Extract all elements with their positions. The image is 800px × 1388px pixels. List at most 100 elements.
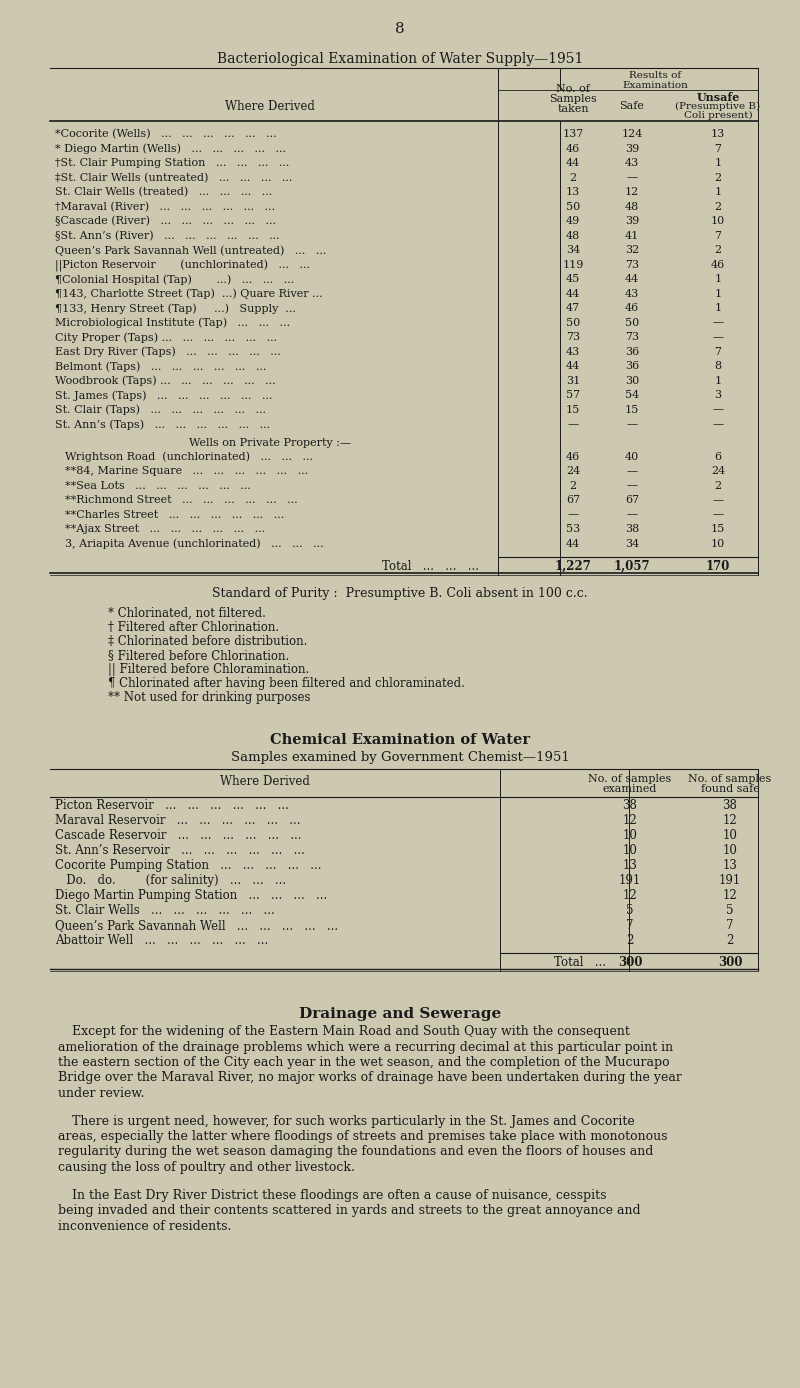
Text: Belmont (Taps)   ...   ...   ...   ...   ...   ...: Belmont (Taps) ... ... ... ... ... ...	[55, 361, 266, 372]
Text: 57: 57	[566, 390, 580, 400]
Text: 8: 8	[714, 361, 722, 371]
Text: 300: 300	[718, 956, 742, 969]
Text: 34: 34	[625, 539, 639, 548]
Text: being invaded and their contents scattered in yards and streets to the great ann: being invaded and their contents scatter…	[58, 1203, 641, 1217]
Text: Unsafe: Unsafe	[696, 92, 740, 103]
Text: 30: 30	[625, 376, 639, 386]
Text: 15: 15	[566, 404, 580, 415]
Text: 12: 12	[625, 187, 639, 197]
Text: 10: 10	[711, 539, 725, 548]
Text: 67: 67	[566, 496, 580, 505]
Text: 49: 49	[566, 217, 580, 226]
Text: 73: 73	[625, 332, 639, 341]
Text: 7: 7	[626, 919, 634, 931]
Text: —: —	[713, 318, 723, 328]
Text: 6: 6	[714, 451, 722, 461]
Text: 50: 50	[625, 318, 639, 328]
Text: 12: 12	[622, 888, 638, 902]
Text: †St. Clair Pumping Station   ...   ...   ...   ...: †St. Clair Pumping Station ... ... ... .…	[55, 158, 290, 168]
Text: 1,227: 1,227	[554, 559, 591, 573]
Text: taken: taken	[557, 104, 589, 114]
Text: 41: 41	[625, 230, 639, 240]
Text: 43: 43	[566, 347, 580, 357]
Text: 67: 67	[625, 496, 639, 505]
Text: 15: 15	[711, 525, 725, 534]
Text: 54: 54	[625, 390, 639, 400]
Text: St. Ann’s Reservoir   ...   ...   ...   ...   ...   ...: St. Ann’s Reservoir ... ... ... ... ... …	[55, 844, 305, 856]
Text: **Sea Lots   ...   ...   ...   ...   ...   ...: **Sea Lots ... ... ... ... ... ...	[65, 480, 250, 490]
Text: 48: 48	[566, 230, 580, 240]
Text: areas, especially the latter where floodings of streets and premises take place : areas, especially the latter where flood…	[58, 1130, 667, 1142]
Text: 13: 13	[711, 129, 725, 139]
Text: Maraval Reservoir   ...   ...   ...   ...   ...   ...: Maraval Reservoir ... ... ... ... ... ..…	[55, 813, 301, 827]
Text: 1: 1	[714, 303, 722, 314]
Text: 13: 13	[722, 859, 738, 872]
Text: 7: 7	[714, 143, 722, 154]
Text: ¶ Chlorinated after having been filtered and chloraminated.: ¶ Chlorinated after having been filtered…	[108, 677, 465, 690]
Text: 2: 2	[714, 172, 722, 182]
Text: 2: 2	[714, 246, 722, 255]
Text: Queen’s Park Savannah Well   ...   ...   ...   ...   ...: Queen’s Park Savannah Well ... ... ... .…	[55, 919, 338, 931]
Text: 1: 1	[714, 187, 722, 197]
Text: Picton Reservoir   ...   ...   ...   ...   ...   ...: Picton Reservoir ... ... ... ... ... ...	[55, 799, 289, 812]
Text: 7: 7	[714, 230, 722, 240]
Text: regularity during the wet season damaging the foundations and even the floors of: regularity during the wet season damagin…	[58, 1145, 654, 1159]
Text: **Ajax Street   ...   ...   ...   ...   ...   ...: **Ajax Street ... ... ... ... ... ...	[65, 525, 265, 534]
Text: †Maraval (River)   ...   ...   ...   ...   ...   ...: †Maraval (River) ... ... ... ... ... ...	[55, 201, 275, 212]
Text: 8: 8	[395, 22, 405, 36]
Text: 48: 48	[625, 201, 639, 211]
Text: There is urgent need, however, for such works particularly in the St. James and : There is urgent need, however, for such …	[72, 1115, 634, 1127]
Text: Chemical Examination of Water: Chemical Examination of Water	[270, 733, 530, 747]
Text: 15: 15	[625, 404, 639, 415]
Text: 73: 73	[566, 332, 580, 341]
Text: Drainage and Sewerage: Drainage and Sewerage	[299, 1008, 501, 1022]
Text: 44: 44	[625, 273, 639, 285]
Text: 1: 1	[714, 158, 722, 168]
Text: 7: 7	[714, 347, 722, 357]
Text: Wrightson Road  (unchlorinated)   ...   ...   ...: Wrightson Road (unchlorinated) ... ... .…	[65, 451, 313, 462]
Text: 44: 44	[566, 289, 580, 298]
Text: 38: 38	[625, 525, 639, 534]
Text: 46: 46	[625, 303, 639, 314]
Text: 10: 10	[622, 829, 638, 843]
Text: 46: 46	[566, 143, 580, 154]
Text: No. of: No. of	[556, 85, 590, 94]
Text: 10: 10	[711, 217, 725, 226]
Text: 34: 34	[566, 246, 580, 255]
Text: No. of samples: No. of samples	[688, 775, 772, 784]
Text: —: —	[713, 332, 723, 341]
Text: 24: 24	[566, 466, 580, 476]
Text: —: —	[626, 480, 638, 490]
Text: St. Clair Wells   ...   ...   ...   ...   ...   ...: St. Clair Wells ... ... ... ... ... ...	[55, 904, 274, 917]
Text: 191: 191	[619, 874, 641, 887]
Text: 43: 43	[625, 158, 639, 168]
Text: inconvenience of residents.: inconvenience of residents.	[58, 1220, 231, 1233]
Text: Samples: Samples	[549, 94, 597, 104]
Text: —: —	[713, 419, 723, 429]
Text: 50: 50	[566, 318, 580, 328]
Text: 44: 44	[566, 539, 580, 548]
Text: 38: 38	[722, 799, 738, 812]
Text: Results of: Results of	[629, 71, 681, 81]
Text: ‡St. Clair Wells (untreated)   ...   ...   ...   ...: ‡St. Clair Wells (untreated) ... ... ...…	[55, 172, 292, 183]
Text: 12: 12	[622, 813, 638, 827]
Text: 191: 191	[719, 874, 741, 887]
Text: Do.   do.        (for salinity)   ...   ...   ...: Do. do. (for salinity) ... ... ...	[55, 874, 286, 887]
Text: 7: 7	[726, 919, 734, 931]
Text: 39: 39	[625, 143, 639, 154]
Text: 1,057: 1,057	[614, 559, 650, 573]
Text: * Chlorinated, not filtered.: * Chlorinated, not filtered.	[108, 607, 266, 620]
Text: 10: 10	[622, 844, 638, 856]
Text: St. Ann’s (Taps)   ...   ...   ...   ...   ...   ...: St. Ann’s (Taps) ... ... ... ... ... ...	[55, 419, 270, 429]
Text: 46: 46	[566, 451, 580, 461]
Text: Examination: Examination	[622, 81, 688, 90]
Text: Microbiological Institute (Tap)   ...   ...   ...: Microbiological Institute (Tap) ... ... …	[55, 318, 290, 328]
Text: Where Derived: Where Derived	[220, 775, 310, 788]
Text: —: —	[626, 419, 638, 429]
Text: Total   ...: Total ...	[554, 956, 606, 969]
Text: 124: 124	[622, 129, 642, 139]
Text: St. Clair (Taps)   ...   ...   ...   ...   ...   ...: St. Clair (Taps) ... ... ... ... ... ...	[55, 404, 266, 415]
Text: 3, Ariapita Avenue (unchlorinated)   ...   ...   ...: 3, Ariapita Avenue (unchlorinated) ... .…	[65, 539, 324, 550]
Text: 12: 12	[722, 813, 738, 827]
Text: Queen’s Park Savannah Well (untreated)   ...   ...: Queen’s Park Savannah Well (untreated) .…	[55, 246, 326, 255]
